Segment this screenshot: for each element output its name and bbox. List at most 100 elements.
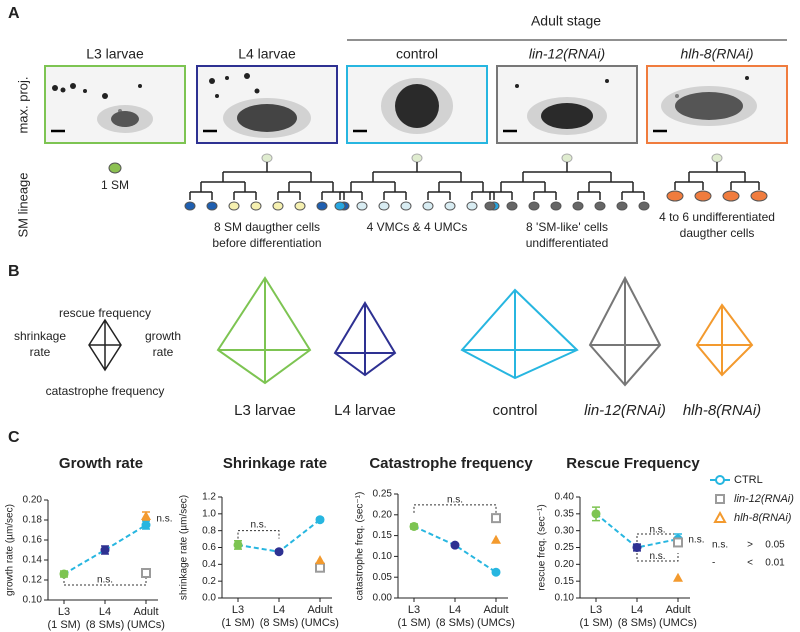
y-tick-label: 1.2 xyxy=(202,492,216,503)
kite xyxy=(695,303,754,377)
x-tick-note: (UMCs) xyxy=(127,619,165,631)
leaf-cell xyxy=(206,201,218,211)
key-label: growth xyxy=(145,329,181,343)
data-point xyxy=(141,511,151,520)
x-tick-label: L3 xyxy=(590,604,602,616)
speck xyxy=(60,87,66,93)
leaf-cell xyxy=(666,190,684,202)
y-tick-label: 0.15 xyxy=(555,576,575,587)
lineage-caption: 8 'SM-like' cells xyxy=(526,220,608,234)
data-point xyxy=(315,555,325,565)
x-tick-note: (UMCs) xyxy=(477,617,515,629)
significance-label: n.s. xyxy=(688,535,704,546)
micrograph-content xyxy=(653,76,757,133)
significance-key: 0.05 xyxy=(765,540,785,551)
leaf-cell xyxy=(272,201,284,211)
x-tick-note: (UMCs) xyxy=(659,617,697,629)
y-tick-label: 0.10 xyxy=(23,595,43,606)
legend-label: lin-12(RNAi) xyxy=(734,493,794,505)
kite-label: control xyxy=(492,402,537,419)
x-tick-label: L3 xyxy=(408,604,420,616)
y-tick-label: 0.20 xyxy=(555,559,575,570)
data-point xyxy=(491,513,501,524)
data-point xyxy=(274,547,284,557)
lineage-caption: 8 SM daugther cells xyxy=(214,220,320,234)
sm-cell xyxy=(108,162,122,174)
x-tick-label: Adult xyxy=(665,604,690,616)
series-line xyxy=(595,513,679,549)
y-tick-label: 0.15 xyxy=(373,530,393,541)
leaf-cell xyxy=(616,201,628,211)
lineage-caption: before differentiation xyxy=(212,236,321,250)
significance-label: n.s. xyxy=(250,519,266,530)
speck xyxy=(254,88,260,94)
x-tick-note: (8 SMs) xyxy=(618,617,657,629)
y-tick-label: 0.05 xyxy=(373,572,393,583)
speck xyxy=(745,76,749,80)
panel-label: A xyxy=(8,5,20,22)
leaf-cell xyxy=(528,201,540,211)
x-tick-label: Adult xyxy=(307,604,332,616)
x-tick-label: L4 xyxy=(449,604,461,616)
significance-bracket xyxy=(63,577,147,586)
x-tick-note: (8 SMs) xyxy=(260,617,299,629)
y-tick-label: 0.12 xyxy=(23,575,43,586)
kite xyxy=(460,288,579,380)
chart-title: Growth rate xyxy=(59,455,143,472)
y-tick-label: 1.0 xyxy=(202,508,216,519)
y-tick-label: 0.25 xyxy=(555,542,575,553)
leaf-cell xyxy=(594,201,606,211)
x-tick-label: L4 xyxy=(631,604,643,616)
kite xyxy=(588,275,662,387)
speck xyxy=(138,84,142,88)
data-point xyxy=(491,567,501,577)
legend-marker xyxy=(715,494,725,504)
speck xyxy=(83,89,87,93)
group-label: Adult stage xyxy=(531,13,601,29)
x-tick-note: (1 SM) xyxy=(48,619,81,631)
leaf-cell xyxy=(356,201,368,211)
kite-label: hlh-8(RNAi) xyxy=(683,402,761,419)
speck xyxy=(215,94,219,98)
y-tick-label: 0.10 xyxy=(373,551,393,562)
cell-mass xyxy=(111,111,139,127)
speck xyxy=(244,73,250,79)
y-axis-label: rescue freq. (sec⁻¹) xyxy=(537,504,548,590)
kite xyxy=(333,301,397,377)
y-tick-label: 0.35 xyxy=(555,508,575,519)
significance-key: - xyxy=(712,558,715,569)
leaf-cell xyxy=(334,201,346,211)
data-point xyxy=(450,540,460,550)
kite-label: lin-12(RNAi) xyxy=(584,402,666,419)
panel-label: C xyxy=(8,429,20,446)
leaf-cell xyxy=(184,201,196,211)
y-tick-label: 0.0 xyxy=(202,593,216,604)
data-point xyxy=(491,534,501,544)
lineage-tree xyxy=(108,162,122,174)
leaf-cell xyxy=(722,190,740,202)
x-tick-note: (1 SM) xyxy=(222,617,255,629)
leaf-cell xyxy=(294,201,306,211)
leaf-cell xyxy=(444,201,456,211)
speck xyxy=(225,76,229,80)
significance-bracket xyxy=(237,530,280,539)
lineage-root xyxy=(411,153,423,163)
speck xyxy=(102,93,108,99)
significance-key: 0.01 xyxy=(765,558,785,569)
x-tick-label: L4 xyxy=(99,606,111,618)
cell-mass xyxy=(541,103,593,129)
leaf-cell xyxy=(250,201,262,211)
micrograph-content xyxy=(203,73,311,138)
data-point xyxy=(673,572,683,582)
x-tick-note: (1 SM) xyxy=(580,617,613,629)
y-tick-label: 0.30 xyxy=(555,525,575,536)
data-point xyxy=(59,569,69,579)
leaf-cell xyxy=(694,190,712,202)
lineage-caption: undifferentiated xyxy=(526,236,609,250)
cell-mass xyxy=(675,92,743,120)
x-tick-label: L4 xyxy=(273,604,285,616)
significance-label: n.s. xyxy=(649,551,665,562)
key-label: rate xyxy=(30,345,51,359)
significance-label: n.s. xyxy=(649,524,665,535)
